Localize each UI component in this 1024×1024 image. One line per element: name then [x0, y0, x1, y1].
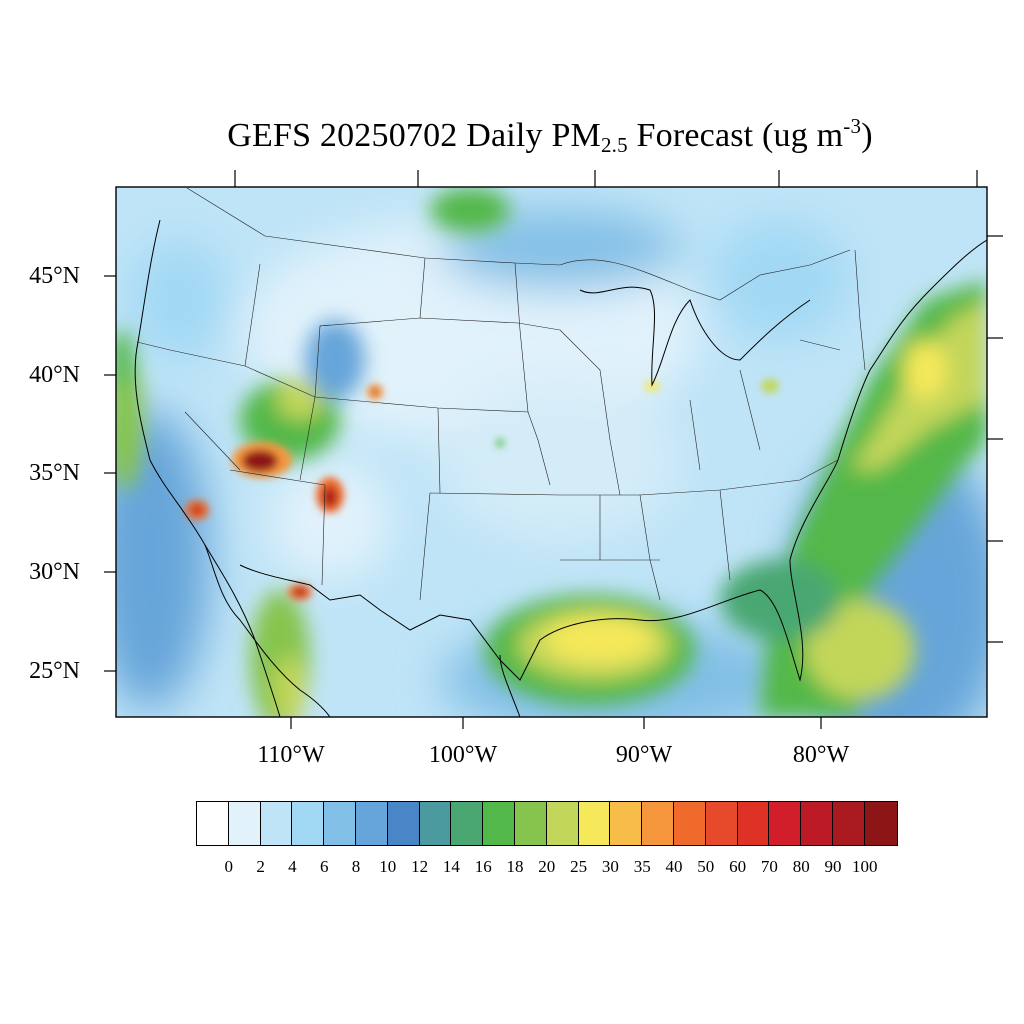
colorbar-swatch-9 [483, 802, 515, 845]
axis-ticks [104, 170, 1003, 729]
colorbar-swatch-2 [260, 802, 293, 845]
colorbar-swatch-0 [197, 802, 229, 845]
colorbar-swatch-1 [228, 802, 261, 845]
colorbar-label: 12 [411, 857, 429, 876]
colorbar-swatch-14 [642, 802, 674, 845]
colorbar-label: 14 [442, 857, 460, 876]
colorbar-swatch-6 [387, 802, 420, 845]
colorbar-swatch-10 [514, 802, 547, 845]
colorbar-swatch-3 [292, 802, 325, 845]
colorbar-label: 4 [288, 857, 297, 876]
colorbar-swatch-11 [546, 802, 579, 845]
colorbar-swatch-17 [737, 802, 770, 845]
lon-label-100w: 100°W [428, 742, 498, 768]
colorbar-label: 100 [852, 857, 878, 876]
colorbar-label: 0 [224, 857, 234, 876]
lon-label-110w: 110°W [257, 742, 325, 768]
colorbar-label: 35 [633, 857, 651, 876]
colorbar-label: 20 [538, 857, 556, 876]
colorbar [196, 801, 898, 846]
colorbar-label: 50 [697, 857, 715, 876]
coastline [134, 219, 987, 717]
colorbar-label: 6 [319, 857, 329, 876]
colorbar-label: 25 [570, 857, 588, 876]
colorbar-label: 8 [351, 857, 361, 876]
colorbar-label: 2 [256, 857, 265, 876]
colorbar-label: 90 [824, 857, 842, 876]
lat-label-40: 40°N [29, 362, 80, 388]
colorbar-label: 60 [729, 857, 747, 876]
colorbar-swatch-8 [451, 802, 484, 845]
colorbar-swatch-20 [832, 802, 865, 845]
colorbar-label: 10 [379, 857, 397, 876]
colorbar-swatch-7 [419, 802, 452, 845]
lat-label-45: 45°N [29, 263, 80, 289]
state-boundaries [136, 187, 866, 601]
lon-label-80w: 80°W [792, 742, 850, 768]
colorbar-swatch-18 [769, 802, 802, 845]
colorbar-label: 70 [760, 857, 778, 876]
colorbar-swatch-15 [673, 802, 706, 845]
colorbar-swatch-21 [864, 802, 897, 845]
colorbar-label: 30 [601, 857, 619, 876]
concentration-field [116, 187, 987, 717]
colorbar-swatch-4 [324, 802, 356, 845]
colorbar-label: 16 [474, 857, 492, 876]
lat-label-35: 35°N [29, 460, 80, 486]
colorbar-swatch-16 [705, 802, 738, 845]
chart-title: GEFS 20250702 Daily PM2.5 Forecast (ug m… [227, 114, 873, 157]
colorbar-swatch-13 [610, 802, 643, 845]
map-frame [115, 186, 988, 718]
lat-label-30: 30°N [29, 559, 80, 585]
colorbar-label: 18 [506, 857, 524, 876]
colorbar-label: 40 [665, 857, 683, 876]
colorbar-swatch-12 [578, 802, 611, 845]
colorbar-label: 80 [792, 857, 810, 876]
lat-label-25: 25°N [29, 658, 80, 684]
lon-label-90w: 90°W [615, 742, 673, 768]
colorbar-swatch-5 [355, 802, 388, 845]
colorbar-swatch-19 [801, 802, 833, 845]
